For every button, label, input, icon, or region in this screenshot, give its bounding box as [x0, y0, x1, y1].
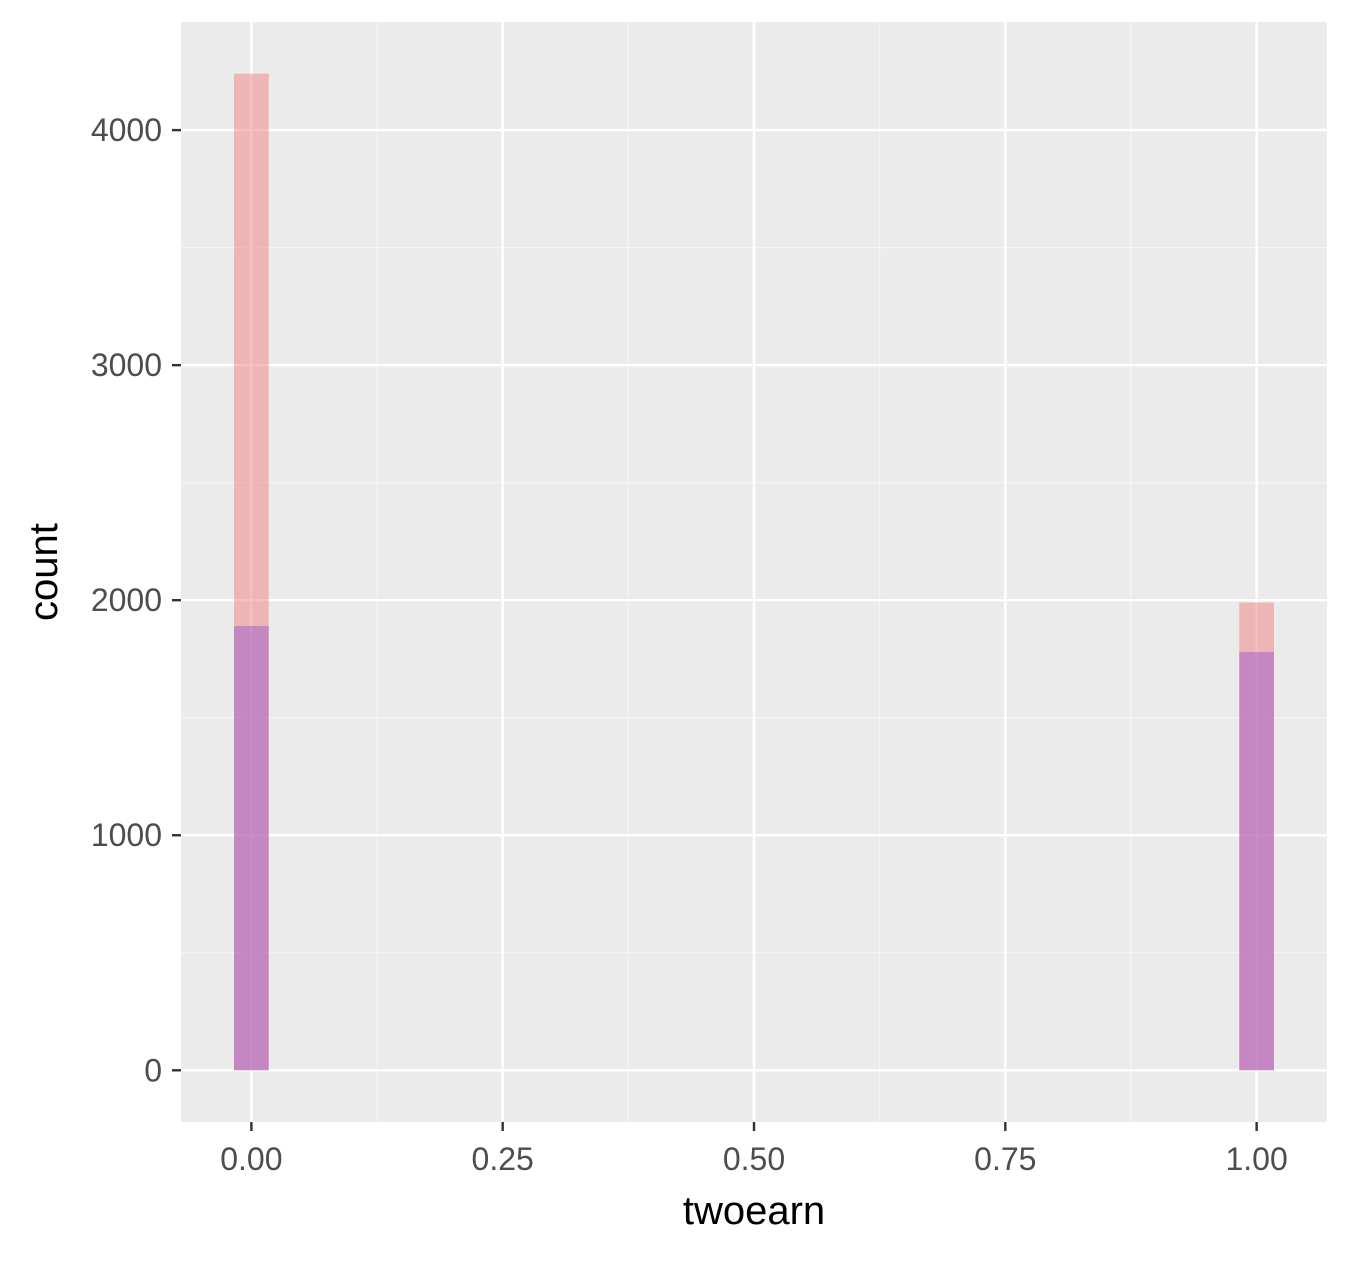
y-axis-title: count [22, 523, 66, 621]
y-tick-label: 4000 [91, 112, 162, 148]
y-tick-label: 3000 [91, 347, 162, 383]
x-axis-title: twoearn [683, 1189, 825, 1233]
x-tick-label: 0.50 [723, 1141, 785, 1177]
x-tick-label: 0.25 [472, 1141, 534, 1177]
x-tick-label: 0.75 [974, 1141, 1036, 1177]
y-tick-label: 1000 [91, 817, 162, 853]
bar-series-2-0 [234, 626, 269, 1071]
bar-series-2-1 [1239, 651, 1274, 1071]
y-axis: 0 1000 2000 3000 4000 [91, 112, 181, 1088]
y-tick-label: 2000 [91, 582, 162, 618]
x-tick-label: 1.00 [1225, 1141, 1287, 1177]
bars [234, 73, 1274, 1071]
x-tick-label: 0.00 [220, 1141, 282, 1177]
grid-minor-x [376, 22, 1132, 1122]
y-tick-label: 0 [144, 1052, 162, 1088]
x-axis: 0.00 0.25 0.50 0.75 1.00 [220, 1122, 1288, 1177]
